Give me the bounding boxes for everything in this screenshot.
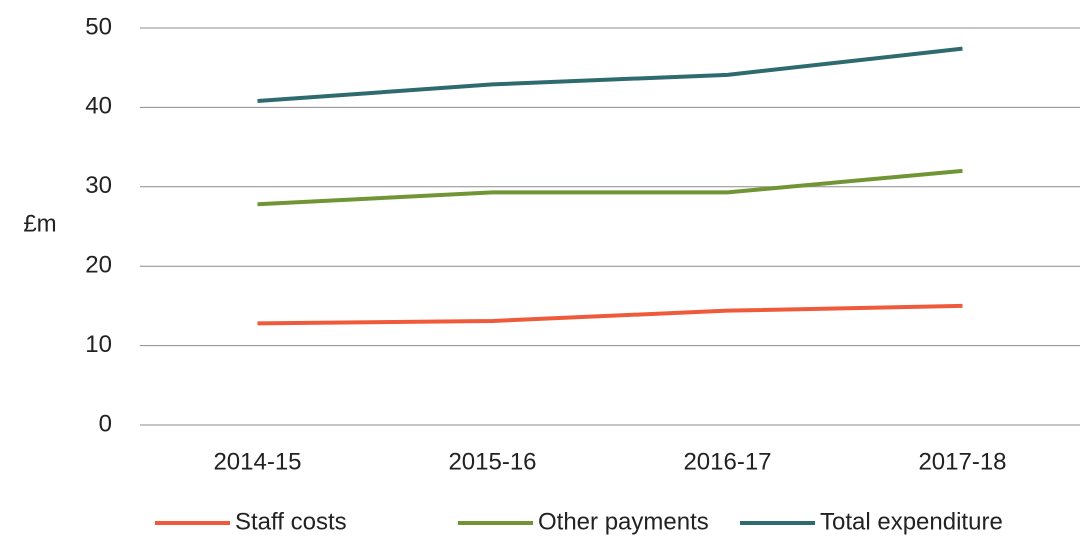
series-line [257, 303, 963, 326]
y-tick-label: 50 [85, 13, 112, 40]
x-tick-label: 2017-18 [918, 448, 1006, 475]
x-tick-label: 2016-17 [683, 448, 771, 475]
x-tick-label: 2015-16 [448, 448, 536, 475]
y-tick-label: 0 [99, 410, 112, 437]
x-tick-label: 2014-15 [213, 448, 301, 475]
legend-label: Staff costs [235, 508, 347, 535]
y-tick-label: 30 [85, 172, 112, 199]
y-tick-label: 20 [85, 252, 112, 279]
legend-label: Total expenditure [820, 508, 1003, 535]
series-line [257, 46, 963, 104]
y-tick-label: 10 [85, 331, 112, 358]
legend-label: Other payments [538, 508, 709, 535]
y-tick-label: 40 [85, 93, 112, 120]
series-line [257, 168, 963, 207]
y-axis-label: £m [23, 210, 56, 237]
